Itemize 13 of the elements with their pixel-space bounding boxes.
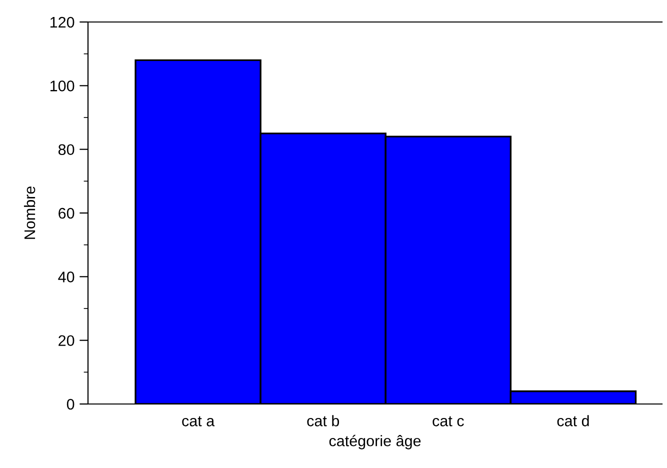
x-tick-label: cat d — [557, 415, 589, 426]
y-tick-label: 40 — [58, 272, 74, 282]
y-tick-label: 80 — [58, 144, 74, 156]
y-tick-label: 60 — [58, 208, 74, 219]
x-tick-label: cat a — [182, 416, 215, 426]
y-tick-label: 20 — [58, 335, 74, 346]
x-tick-label: cat c — [432, 416, 464, 426]
y-axis-title: Nombre — [24, 186, 36, 239]
y-tick-label: 120 — [50, 16, 74, 28]
y-tick-label: 0 — [66, 398, 74, 410]
x-tick-label: cat b — [307, 415, 340, 426]
x-axis-title: catégorie âge — [329, 434, 421, 450]
y-tick-label: 100 — [50, 80, 74, 92]
